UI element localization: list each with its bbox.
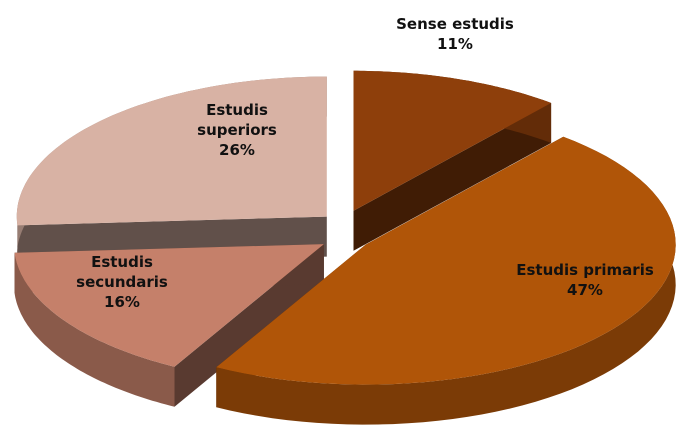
slice-top — [16, 76, 327, 226]
slice-top — [353, 70, 552, 211]
value-label: 47% — [567, 281, 603, 299]
slice-top — [216, 136, 676, 385]
data-label: Estudis secundaris 16% — [67, 252, 177, 312]
category-label: Estudis primaris — [516, 261, 654, 279]
category-label: Sense estudis — [396, 15, 514, 33]
slice-side — [353, 103, 552, 251]
value-label: 26% — [219, 141, 255, 159]
category-label: Estudis superiors — [197, 101, 277, 139]
data-label: Sense estudis 11% — [380, 14, 530, 54]
slice-wall — [14, 252, 175, 407]
slice — [14, 244, 324, 407]
slice — [353, 70, 552, 251]
value-label: 11% — [437, 35, 473, 53]
category-label: Estudis secundaris — [76, 253, 168, 291]
data-label: Estudis superiors 26% — [182, 100, 292, 160]
slice — [216, 136, 676, 425]
slice-top — [14, 244, 324, 367]
value-label: 16% — [104, 293, 140, 311]
data-label: Estudis primaris 47% — [485, 260, 681, 300]
slice-wall — [216, 136, 676, 425]
